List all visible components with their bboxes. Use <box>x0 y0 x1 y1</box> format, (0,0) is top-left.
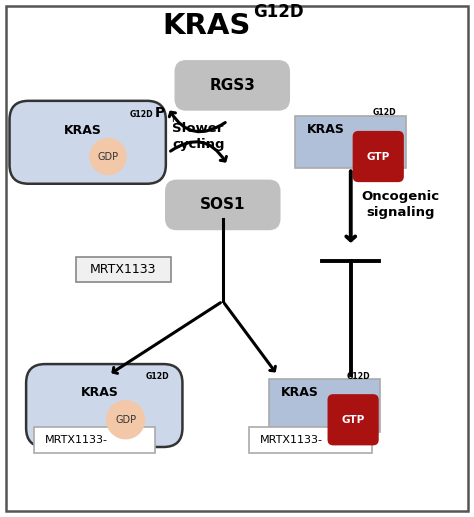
Text: KRAS: KRAS <box>281 386 319 399</box>
Circle shape <box>107 401 145 439</box>
FancyBboxPatch shape <box>6 6 468 511</box>
FancyBboxPatch shape <box>295 116 407 169</box>
FancyBboxPatch shape <box>35 427 155 453</box>
Text: RGS3: RGS3 <box>210 78 255 93</box>
FancyBboxPatch shape <box>353 131 404 182</box>
Text: i: i <box>172 114 174 124</box>
Text: MRTX1133: MRTX1133 <box>90 263 156 276</box>
Text: GDP: GDP <box>115 415 136 425</box>
Text: KRAS: KRAS <box>64 124 102 137</box>
Circle shape <box>90 139 126 175</box>
Text: GDP: GDP <box>98 151 118 161</box>
Text: P: P <box>155 106 165 120</box>
Text: Oncogenic
signaling: Oncogenic signaling <box>362 190 439 219</box>
FancyBboxPatch shape <box>76 257 171 282</box>
FancyBboxPatch shape <box>165 179 281 230</box>
Text: G12D: G12D <box>373 108 396 117</box>
Text: Slower
cycling: Slower cycling <box>172 122 224 151</box>
Text: G12D: G12D <box>129 110 153 119</box>
FancyBboxPatch shape <box>269 379 380 432</box>
Text: GTP: GTP <box>341 415 365 425</box>
Text: G12D: G12D <box>146 372 170 381</box>
Text: GTP: GTP <box>366 151 390 161</box>
FancyBboxPatch shape <box>26 364 182 447</box>
FancyBboxPatch shape <box>328 394 379 445</box>
Text: MRTX1133-: MRTX1133- <box>260 435 323 445</box>
Text: KRAS: KRAS <box>162 12 250 40</box>
Text: KRAS: KRAS <box>81 386 118 399</box>
FancyBboxPatch shape <box>174 60 290 111</box>
Text: G12D: G12D <box>346 372 370 381</box>
Text: KRAS: KRAS <box>307 123 345 135</box>
Text: SOS1: SOS1 <box>200 197 246 212</box>
FancyBboxPatch shape <box>249 427 372 453</box>
Text: MRTX1133-: MRTX1133- <box>46 435 108 445</box>
Text: G12D: G12D <box>254 3 304 21</box>
FancyBboxPatch shape <box>9 101 166 184</box>
